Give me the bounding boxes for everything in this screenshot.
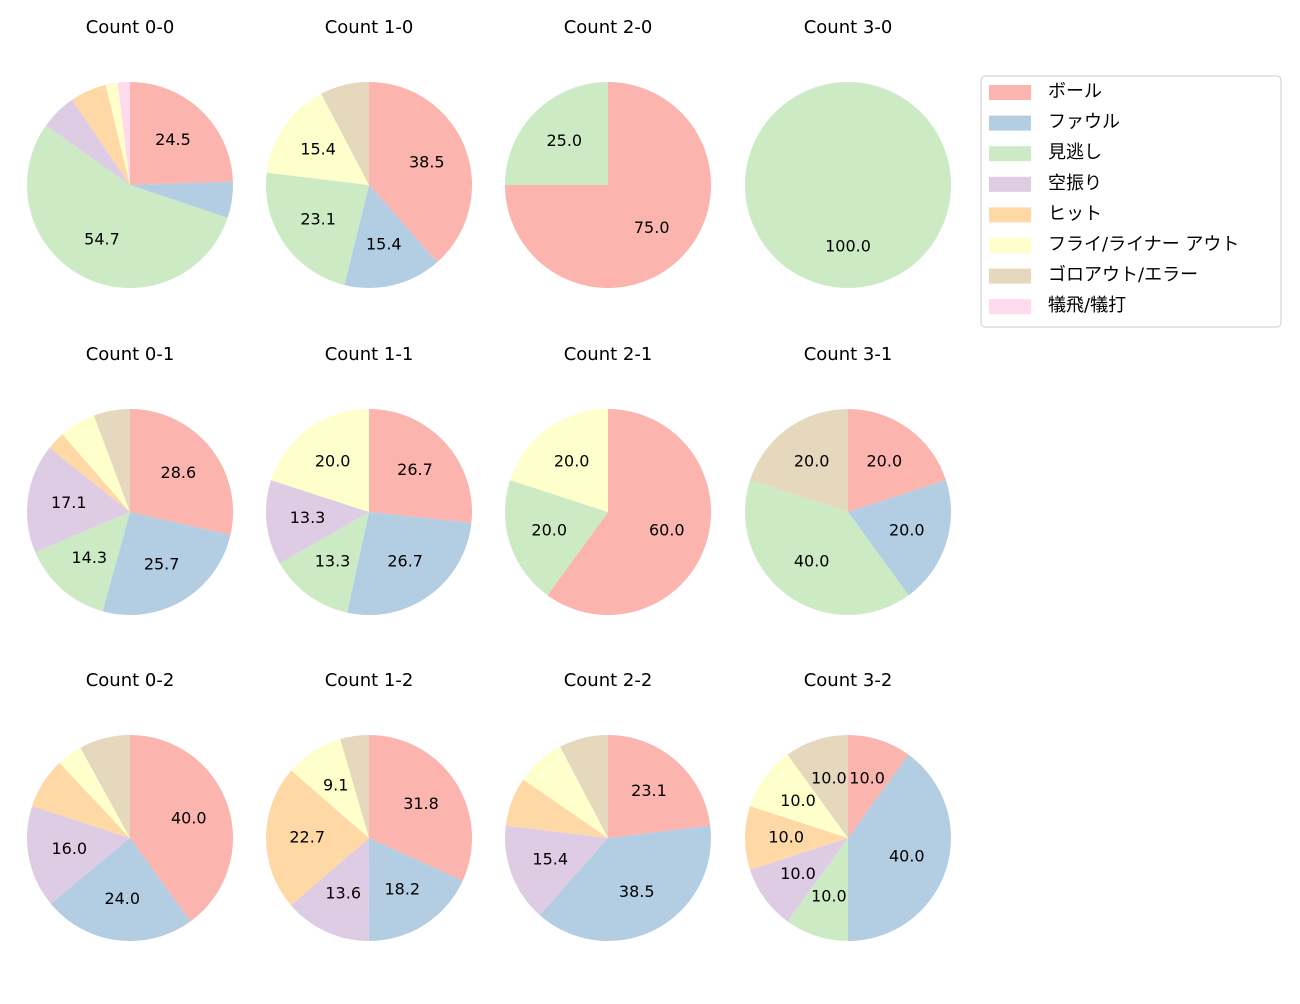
data-label: 13.6 bbox=[325, 884, 361, 903]
data-label: 17.1 bbox=[51, 493, 87, 512]
data-label: 40.0 bbox=[171, 808, 207, 827]
data-label: 20.0 bbox=[531, 521, 567, 540]
chart-title: Count 3-0 bbox=[804, 17, 893, 38]
data-label: 18.2 bbox=[384, 880, 420, 899]
data-label: 10.0 bbox=[811, 886, 847, 905]
data-label: 23.1 bbox=[631, 781, 667, 800]
data-label: 20.0 bbox=[794, 452, 830, 471]
chart-title: Count 0-2 bbox=[86, 670, 175, 691]
data-label: 10.0 bbox=[811, 769, 847, 788]
data-label: 38.5 bbox=[619, 882, 655, 901]
legend-label: ファウル bbox=[1048, 112, 1120, 133]
data-label: 13.3 bbox=[290, 508, 326, 527]
data-label: 10.0 bbox=[780, 791, 816, 810]
legend-swatch bbox=[989, 85, 1031, 100]
chart-title: Count 0-0 bbox=[86, 17, 175, 38]
data-label: 15.4 bbox=[300, 139, 336, 158]
data-label: 14.3 bbox=[71, 548, 107, 567]
legend-label: ゴロアウト/エラー bbox=[1048, 265, 1198, 286]
data-label: 20.0 bbox=[315, 452, 351, 471]
data-label: 26.7 bbox=[387, 552, 423, 571]
legend-swatch bbox=[989, 116, 1031, 131]
data-label: 40.0 bbox=[889, 847, 925, 866]
data-label: 26.7 bbox=[397, 460, 433, 479]
data-label: 75.0 bbox=[634, 218, 670, 237]
legend-swatch bbox=[989, 269, 1031, 284]
data-label: 15.4 bbox=[366, 235, 402, 254]
legend-label: ヒット bbox=[1048, 203, 1102, 224]
data-label: 24.0 bbox=[104, 889, 140, 908]
chart-title: Count 1-2 bbox=[325, 670, 414, 691]
data-label: 28.6 bbox=[161, 463, 197, 482]
data-label: 20.0 bbox=[554, 452, 590, 471]
chart-title: Count 3-1 bbox=[804, 344, 893, 365]
chart-title: Count 2-1 bbox=[564, 344, 653, 365]
legend-swatch bbox=[989, 299, 1031, 314]
chart-title: Count 0-1 bbox=[86, 344, 175, 365]
legend-label: 空振り bbox=[1048, 173, 1102, 194]
legend-swatch bbox=[989, 207, 1031, 222]
data-label: 38.5 bbox=[409, 153, 445, 172]
data-label: 31.8 bbox=[403, 794, 439, 813]
legend-box bbox=[981, 76, 1281, 327]
data-label: 23.1 bbox=[300, 210, 336, 229]
legend-label: 犠飛/犠打 bbox=[1048, 295, 1126, 316]
data-label: 20.0 bbox=[867, 452, 903, 471]
data-label: 54.7 bbox=[84, 230, 120, 249]
data-label: 25.0 bbox=[546, 131, 582, 150]
data-label: 10.0 bbox=[768, 828, 804, 847]
data-label: 10.0 bbox=[849, 769, 885, 788]
chart-title: Count 1-1 bbox=[325, 344, 414, 365]
data-label: 100.0 bbox=[825, 236, 871, 255]
chart-title: Count 3-2 bbox=[804, 670, 893, 691]
chart-title: Count 1-0 bbox=[325, 17, 414, 38]
data-label: 15.4 bbox=[532, 849, 568, 868]
data-label: 60.0 bbox=[649, 521, 685, 540]
data-label: 16.0 bbox=[51, 839, 87, 858]
data-label: 24.5 bbox=[155, 130, 191, 149]
data-label: 40.0 bbox=[794, 551, 830, 570]
data-label: 22.7 bbox=[289, 827, 325, 846]
data-label: 10.0 bbox=[780, 864, 816, 883]
legend-label: 見逃し bbox=[1048, 142, 1102, 163]
legend-swatch bbox=[989, 177, 1031, 192]
legend-label: ボール bbox=[1048, 81, 1102, 102]
data-label: 9.1 bbox=[323, 775, 348, 794]
data-label: 25.7 bbox=[144, 555, 180, 574]
legend-swatch bbox=[989, 238, 1031, 253]
legend-swatch bbox=[989, 146, 1031, 161]
data-label: 13.3 bbox=[315, 551, 351, 570]
chart-title: Count 2-0 bbox=[564, 17, 653, 38]
data-label: 20.0 bbox=[889, 521, 925, 540]
legend-label: フライ/ライナー アウト bbox=[1048, 234, 1239, 255]
chart-title: Count 2-2 bbox=[564, 670, 653, 691]
